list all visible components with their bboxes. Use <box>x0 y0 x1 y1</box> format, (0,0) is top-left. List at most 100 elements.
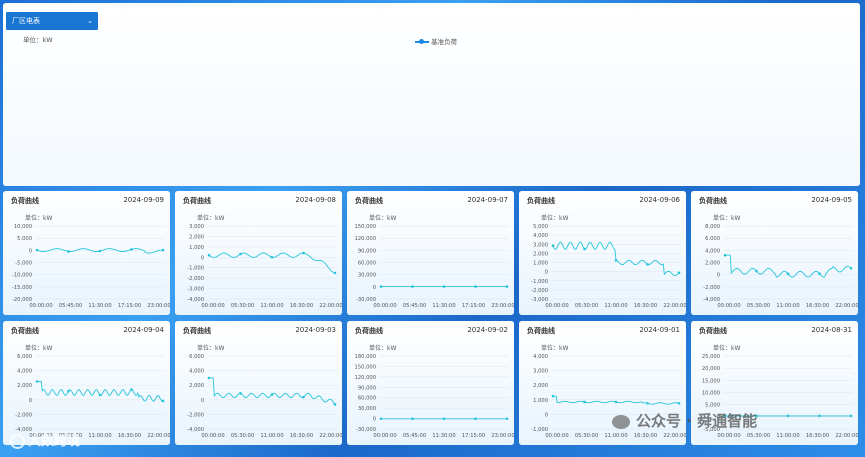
card-y-tick: -30,000 <box>356 297 376 303</box>
card-x-tick: 22:00:00 <box>319 303 342 309</box>
card-series-point <box>442 417 446 421</box>
load-card[interactable]: 负荷曲线 2024-09-07 单位：kW 150,000 120,000 90,000 6… <box>347 191 514 315</box>
card-x-tick: 11:00:00 <box>260 433 283 439</box>
card-y-tick: 8,000 <box>705 224 720 230</box>
card-y-tick: 2,000 <box>705 261 720 267</box>
card-y-tick: 60,000 <box>358 396 376 402</box>
card-x-tick: 16:30:00 <box>290 303 313 309</box>
card-series-point <box>818 414 821 418</box>
legend-label: 基准负荷 <box>431 38 458 46</box>
card-x-tick: 11:30:00 <box>88 303 111 309</box>
card-unit: 单位：kW <box>541 345 569 352</box>
card-series-point <box>207 376 211 380</box>
card-y-tick: 20,000 <box>702 366 720 372</box>
card-y-tick: 90,000 <box>358 248 376 254</box>
card-x-tick: 22:00:00 <box>835 433 858 439</box>
card-y-tick: -10,000 <box>12 273 32 279</box>
card-load-chart: 5,000 4,000 3,000 2,000 1,000 0 -1,000 -2,000 -3… <box>531 224 686 309</box>
card-y-tick: 90,000 <box>358 385 376 391</box>
load-card[interactable]: 负荷曲线 2024-08-31 单位：kW 25,000 20,000 15,000 10,… <box>691 321 858 445</box>
card-series-point <box>583 400 586 404</box>
card-x-tick: 00:00:00 <box>29 303 52 309</box>
card-title: 负荷曲线 <box>699 197 727 205</box>
card-date: 2024-09-04 <box>123 326 164 334</box>
load-card[interactable]: 负荷曲线 2024-09-09 单位：kW 10,000 5,000 0 -5,000 -10… <box>3 191 170 315</box>
card-series-point <box>161 399 165 403</box>
card-series-point <box>755 269 758 273</box>
main-legend[interactable]: 基准负荷 <box>415 36 457 46</box>
card-y-tick: 30,000 <box>358 273 376 279</box>
card-y-tick: 2,000 <box>189 383 204 389</box>
card-x-tick: 16:30:00 <box>806 433 829 439</box>
card-x-tick: 23:00:00 <box>491 433 514 439</box>
card-series-point <box>239 252 242 256</box>
card-y-tick: 6,000 <box>705 236 720 242</box>
card-y-tick: 180,000 <box>355 354 376 360</box>
card-y-tick: -4,000 <box>187 427 204 433</box>
load-card[interactable]: 负荷曲线 2024-09-03 单位：kW 6,000 4,000 2,000 0 -2,00… <box>175 321 342 445</box>
card-y-tick: 0 <box>201 255 204 261</box>
card-series-point <box>646 402 649 405</box>
card-x-tick: 11:30:00 <box>432 303 455 309</box>
card-series-point <box>723 414 727 418</box>
card-y-tick: 0 <box>545 270 548 276</box>
card-date: 2024-09-06 <box>639 196 680 204</box>
load-card[interactable]: 负荷曲线 2024-09-01 单位：kW 4,000 3,000 2,000 1,000 0… <box>519 321 686 445</box>
card-x-tick: 05:45:00 <box>403 433 426 439</box>
load-card[interactable]: 负荷曲线 2024-09-02 单位：kW 180,000 150,000 120,000… <box>347 321 514 445</box>
card-series-point <box>379 285 383 288</box>
card-x-tick: 22:00:00 <box>663 433 686 439</box>
watermark-right: 公众号 · 舜通智能 <box>612 410 757 431</box>
card-y-tick: -2,000 <box>187 412 204 418</box>
card-series-point <box>239 391 242 395</box>
card-y-tick: 2,000 <box>189 234 204 240</box>
card-y-tick: -15,000 <box>12 285 32 291</box>
card-x-tick: 11:00:00 <box>776 433 799 439</box>
card-title: 负荷曲线 <box>527 327 555 335</box>
card-x-tick: 00:00:00 <box>373 433 396 439</box>
card-series-point <box>130 248 133 251</box>
legend-marker-icon <box>415 39 429 44</box>
card-y-tick: -5,000 <box>15 261 32 267</box>
card-x-tick: 05:30:00 <box>231 433 254 439</box>
card-x-tick: 00:00:00 <box>545 433 568 439</box>
card-y-tick: -1,000 <box>531 279 548 285</box>
card-y-tick: -4,000 <box>15 427 32 433</box>
card-series-point <box>474 417 477 421</box>
card-load-chart: 3,000 2,000 1,000 0 -1,000 -2,000 -3,000 -4,000… <box>187 224 342 309</box>
card-x-tick: 22:00:00 <box>147 433 170 439</box>
card-y-tick: 0 <box>373 417 376 423</box>
card-series-point <box>67 250 70 253</box>
load-card[interactable]: 负荷曲线 2024-09-08 单位：kW 3,000 2,000 1,000 0 -1,00… <box>175 191 342 315</box>
meter-select[interactable]: 厂区电表 ⌄ <box>6 12 98 30</box>
card-y-tick: 2,000 <box>533 251 548 257</box>
card-y-tick: -2,000 <box>531 288 548 294</box>
card-date: 2024-09-03 <box>295 326 336 334</box>
card-load-chart: 10,0005,0000-5,000-10,000-15,000-20,0000… <box>12 224 170 309</box>
card-series-point <box>677 271 681 275</box>
card-series-point <box>551 394 555 398</box>
card-series-point <box>583 247 586 251</box>
card-date: 2024-08-31 <box>811 326 852 334</box>
card-load-chart: 150,000 120,000 90,000 60,000 30,000 0 -30,000… <box>355 224 514 309</box>
card-series-point <box>98 393 102 397</box>
card-y-tick: 150,000 <box>355 224 376 230</box>
card-x-tick: 00:00:00 <box>545 303 568 309</box>
card-y-tick: 5,000 <box>705 403 720 409</box>
load-card[interactable]: 负荷曲线 2024-09-06 单位：kW 5,000 4,000 3,000 2,000 1… <box>519 191 686 315</box>
card-x-tick: 11:00:00 <box>604 303 627 309</box>
load-card[interactable]: 负荷曲线 2024-09-05 单位：kW 8,000 6,000 4,000 2,000 0… <box>691 191 858 315</box>
card-y-tick: 0 <box>29 248 32 254</box>
load-card[interactable]: 负荷曲线 2024-09-04 单位：kW 6,000 4,000 2,000 0 -2,00… <box>3 321 170 445</box>
card-series-point <box>161 248 165 252</box>
card-series-point <box>818 272 821 275</box>
main-unit-label: 单位：kW <box>23 36 53 44</box>
card-series-point <box>270 393 274 396</box>
card-y-tick: -4,000 <box>703 297 720 303</box>
card-y-tick: -2,000 <box>187 276 204 282</box>
card-date: 2024-09-01 <box>639 326 680 334</box>
card-y-tick: 120,000 <box>355 236 376 242</box>
card-title: 负荷曲线 <box>699 327 727 335</box>
